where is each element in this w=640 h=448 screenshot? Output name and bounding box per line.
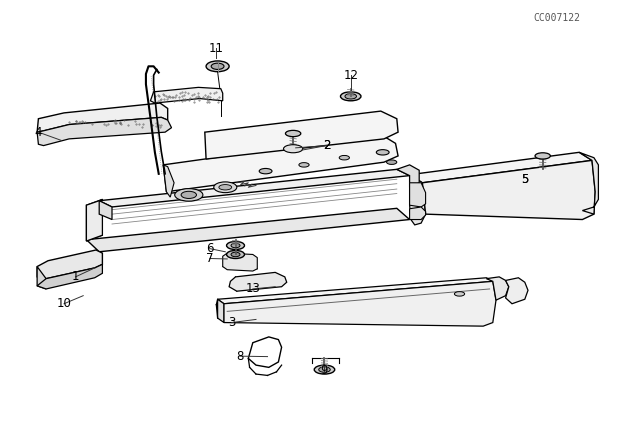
- Text: 9: 9: [321, 364, 328, 378]
- Ellipse shape: [387, 160, 397, 164]
- Polygon shape: [410, 183, 426, 207]
- Text: 2: 2: [323, 139, 330, 152]
- Polygon shape: [506, 278, 528, 304]
- Polygon shape: [410, 207, 426, 220]
- Ellipse shape: [175, 189, 203, 201]
- Polygon shape: [248, 337, 282, 367]
- Text: 12: 12: [343, 69, 358, 82]
- Ellipse shape: [345, 94, 356, 99]
- Ellipse shape: [227, 250, 244, 258]
- Ellipse shape: [214, 182, 237, 193]
- Ellipse shape: [319, 367, 330, 372]
- Polygon shape: [86, 199, 102, 241]
- Text: 6: 6: [206, 242, 214, 255]
- Polygon shape: [163, 165, 174, 197]
- Polygon shape: [224, 281, 496, 326]
- Ellipse shape: [340, 92, 361, 101]
- Ellipse shape: [285, 130, 301, 137]
- Ellipse shape: [181, 191, 196, 198]
- Ellipse shape: [454, 292, 465, 296]
- Polygon shape: [37, 264, 102, 289]
- Text: 4: 4: [35, 125, 42, 139]
- Text: 11: 11: [209, 42, 224, 55]
- Polygon shape: [163, 134, 398, 192]
- Polygon shape: [99, 201, 112, 220]
- Polygon shape: [422, 160, 595, 220]
- Polygon shape: [218, 299, 224, 323]
- Ellipse shape: [339, 155, 349, 160]
- Polygon shape: [86, 208, 410, 252]
- Ellipse shape: [535, 153, 550, 159]
- Text: 8: 8: [236, 349, 244, 363]
- Polygon shape: [99, 169, 410, 207]
- Polygon shape: [410, 152, 592, 183]
- Polygon shape: [37, 103, 168, 132]
- Ellipse shape: [314, 365, 335, 374]
- Polygon shape: [579, 152, 598, 214]
- Ellipse shape: [284, 145, 303, 153]
- Ellipse shape: [219, 185, 232, 190]
- Polygon shape: [486, 277, 509, 300]
- Text: 3: 3: [228, 316, 236, 329]
- Ellipse shape: [376, 150, 389, 155]
- Polygon shape: [218, 278, 493, 304]
- Ellipse shape: [231, 252, 240, 257]
- Text: 13: 13: [245, 282, 260, 296]
- Ellipse shape: [299, 163, 309, 167]
- Text: 2: 2: [323, 139, 330, 152]
- Ellipse shape: [211, 63, 224, 69]
- Polygon shape: [205, 111, 398, 159]
- Text: 1: 1: [72, 270, 79, 284]
- Text: 5: 5: [521, 172, 529, 186]
- Polygon shape: [410, 175, 426, 225]
- Polygon shape: [150, 87, 223, 103]
- Ellipse shape: [227, 241, 244, 250]
- Text: 5: 5: [521, 172, 529, 186]
- Polygon shape: [37, 250, 102, 279]
- Polygon shape: [86, 199, 102, 241]
- Ellipse shape: [231, 243, 240, 248]
- Polygon shape: [37, 117, 172, 146]
- Polygon shape: [229, 272, 287, 291]
- Polygon shape: [37, 267, 46, 289]
- Polygon shape: [397, 165, 419, 187]
- Text: CC007122: CC007122: [533, 13, 580, 23]
- Ellipse shape: [206, 61, 229, 72]
- Text: 7: 7: [206, 252, 214, 265]
- Ellipse shape: [259, 168, 272, 174]
- Polygon shape: [223, 253, 257, 271]
- Text: 10: 10: [56, 297, 72, 310]
